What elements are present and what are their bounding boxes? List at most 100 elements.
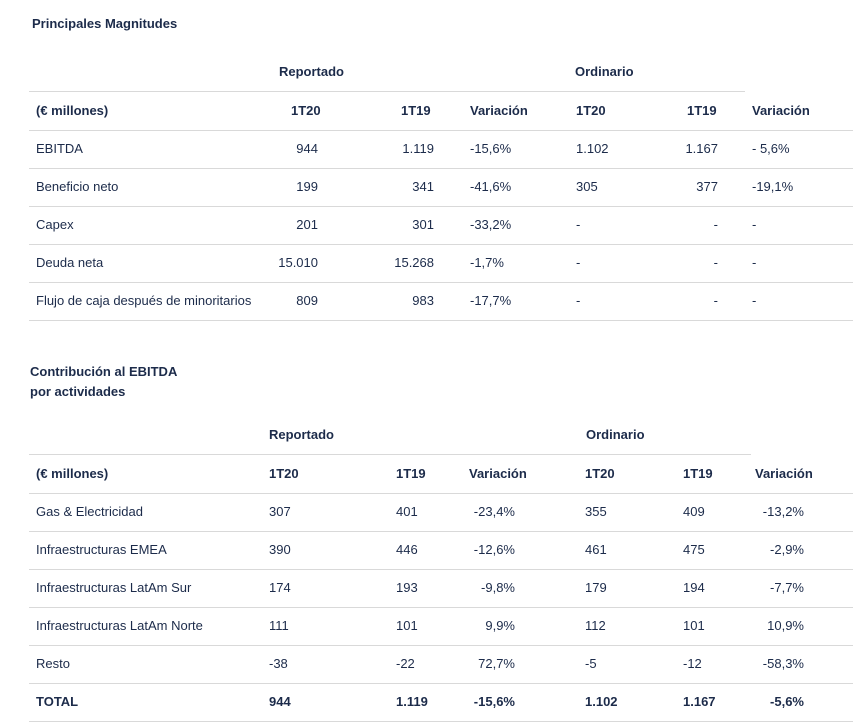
row-label: Infraestructuras EMEA <box>36 542 167 557</box>
table-cell: 194 <box>683 580 705 595</box>
table-cell: 199 <box>296 179 318 194</box>
table-cell: 201 <box>296 217 318 232</box>
group-header-divider <box>29 91 745 92</box>
table-cell: 1.167 <box>683 694 716 709</box>
table-cell: 307 <box>269 504 291 519</box>
table-cell: -17,7% <box>470 293 512 308</box>
table-cell: -15,6% <box>473 694 515 709</box>
table-row: EBITDA 944 1.119 -15,6% 1.102 1.167 - 5,6% <box>29 130 853 169</box>
column-header: 1T19 <box>401 103 431 118</box>
table-cell: -12 <box>683 656 702 671</box>
table-cell: - 5,6% <box>752 141 790 156</box>
table-cell: 1.119 <box>402 141 434 156</box>
table-cell: 1.167 <box>685 141 718 156</box>
table-row: TOTAL 944 1.119 -15,6% 1.102 1.167 -5,6% <box>29 683 853 722</box>
row-label: TOTAL <box>36 694 79 709</box>
row-label: Capex <box>36 217 74 232</box>
table-cell: -15,6% <box>470 141 512 156</box>
table-cell: 409 <box>683 504 705 519</box>
table-cell: 10,9% <box>767 618 804 633</box>
header-row: (€ millones) 1T20 1T19 Variación 1T20 1T19 Var… <box>29 92 853 131</box>
column-header: Variación <box>752 103 810 118</box>
table-cell: 193 <box>396 580 418 595</box>
row-label: Deuda neta <box>36 255 104 270</box>
table-cell: 15.010 <box>278 255 318 270</box>
table-row: Beneficio neto 199 341 -41,6% 305 377 -19,1% <box>29 168 853 207</box>
table-cell: -19,1% <box>752 179 794 194</box>
table-cell: 15.268 <box>394 255 434 270</box>
table-cell: -9,8% <box>481 580 515 595</box>
table-cell: - <box>576 293 581 308</box>
table-cell: 101 <box>683 618 705 633</box>
row-label: Infraestructuras LatAm Norte <box>36 618 203 633</box>
table-cell: -12,6% <box>473 542 515 557</box>
table-cell: 1.102 <box>585 694 618 709</box>
table-cell: 341 <box>412 179 434 194</box>
table-row: Flujo de caja después de minoritarios 809… <box>29 282 853 321</box>
row-label: Resto <box>36 656 70 671</box>
table-cell: -22 <box>396 656 415 671</box>
group-header-ordinario: Ordinario <box>586 427 645 442</box>
column-header: 1T20 <box>291 103 321 118</box>
table-cell: - <box>752 255 757 270</box>
row-label: Gas & Electricidad <box>36 504 143 519</box>
table-cell: 305 <box>576 179 598 194</box>
header-row: (€ millones) 1T20 1T19 Variación 1T20 1T19 Var… <box>29 455 853 494</box>
table-cell: 112 <box>585 618 606 633</box>
row-label: Flujo de caja después de minoritarios <box>36 293 252 308</box>
table2-title-line1: Contribución al EBITDA <box>30 364 178 379</box>
column-header: Variación <box>470 103 528 118</box>
table-cell: 9,9% <box>485 618 515 633</box>
table-cell: 1.102 <box>576 141 609 156</box>
table-cell: 101 <box>396 618 418 633</box>
table-cell: 1.119 <box>396 694 428 709</box>
table-cell: 301 <box>412 217 434 232</box>
table-cell: 446 <box>396 542 418 557</box>
group-header-ordinario: Ordinario <box>575 64 634 79</box>
table-cell: -38 <box>269 656 288 671</box>
column-header: 1T20 <box>576 103 606 118</box>
table-cell: -2,9% <box>770 542 804 557</box>
row-label: Infraestructuras LatAm Sur <box>36 580 192 595</box>
column-header: 1T19 <box>683 466 713 481</box>
row-label: EBITDA <box>36 141 83 156</box>
table-row: Infraestructuras LatAm Sur 174 193 -9,8% 179… <box>29 569 853 608</box>
table-cell: 355 <box>585 504 607 519</box>
table-cell: - <box>713 217 718 232</box>
table2-title: Contribución al EBITDA por actividades <box>30 362 177 402</box>
table-row: Infraestructuras LatAm Norte 111 101 9,9% 11… <box>29 607 853 646</box>
group-header-reportado: Reportado <box>269 427 334 442</box>
table-cell: 72,7% <box>478 656 515 671</box>
unit-header: (€ millones) <box>36 466 109 481</box>
table-cell: -33,2% <box>470 217 512 232</box>
group-header-reportado: Reportado <box>279 64 344 79</box>
table-cell: 983 <box>412 293 434 308</box>
table-cell: 944 <box>296 141 318 156</box>
table-cell: 174 <box>269 580 291 595</box>
table-cell: 461 <box>585 542 607 557</box>
table-row: Gas & Electricidad 307 401 -23,4% 355 409 -13,… <box>29 493 853 532</box>
table-cell: 944 <box>269 694 291 709</box>
table-cell: -41,6% <box>470 179 512 194</box>
table-cell: - <box>576 255 581 270</box>
table-cell: - <box>713 255 718 270</box>
table-cell: 377 <box>696 179 718 194</box>
column-header: Variación <box>755 466 813 481</box>
column-header: 1T20 <box>269 466 299 481</box>
table-row: Deuda neta 15.010 15.268 -1,7% - - - <box>29 244 853 283</box>
table-row: Resto -38 -22 72,7% -5 -12 -58,3% <box>29 645 853 684</box>
table-row: Capex 201 301 -33,2% - - - <box>29 206 853 245</box>
column-header: 1T20 <box>585 466 615 481</box>
column-header: 1T19 <box>396 466 426 481</box>
table-cell: 475 <box>683 542 705 557</box>
table-cell: -1,7% <box>470 255 504 270</box>
table-row: Infraestructuras EMEA 390 446 -12,6% 461 475 -… <box>29 531 853 570</box>
table-cell: -58,3% <box>762 656 804 671</box>
row-label: Beneficio neto <box>36 179 119 194</box>
unit-header: (€ millones) <box>36 103 109 118</box>
table-cell: 401 <box>396 504 418 519</box>
table-cell: - <box>752 217 757 232</box>
table-cell: - <box>576 217 581 232</box>
column-header: Variación <box>469 466 527 481</box>
table-cell: -7,7% <box>770 580 804 595</box>
